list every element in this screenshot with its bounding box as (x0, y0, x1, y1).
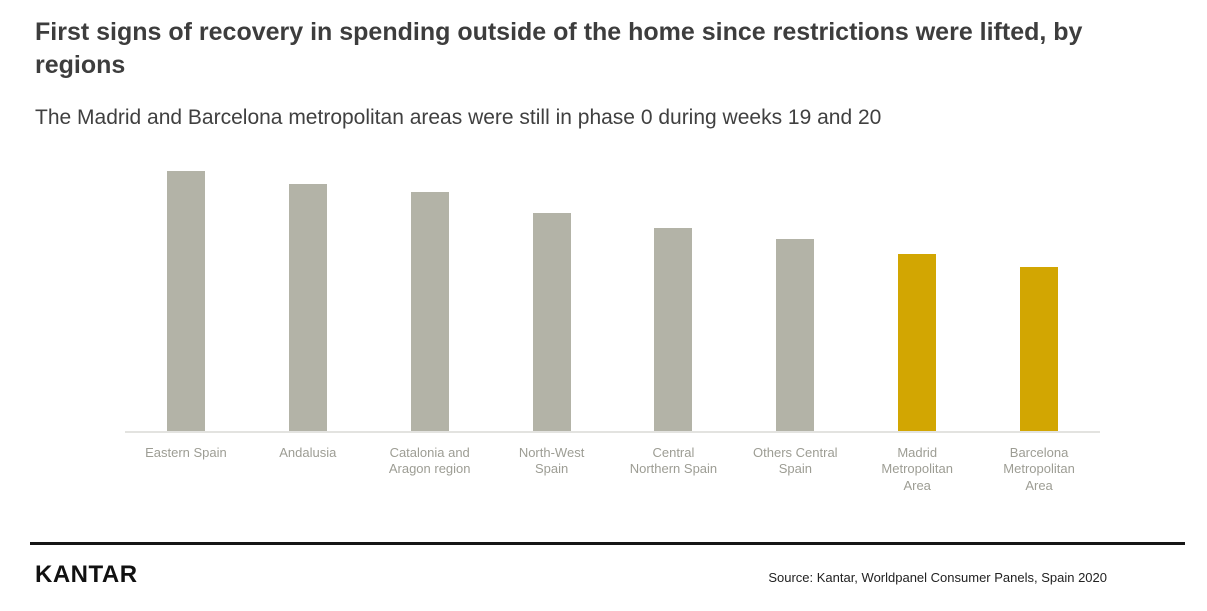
footer-divider (30, 542, 1185, 545)
bar-column (978, 168, 1100, 431)
category-label: Eastern Spain (125, 433, 247, 494)
bar-column (125, 168, 247, 431)
bar-barcelona-metropolitan-area (1020, 267, 1059, 431)
bar-column (856, 168, 978, 431)
footer: KANTAR Source: Kantar, Worldpanel Consum… (35, 561, 1107, 589)
category-label: Madrid Metropolitan Area (856, 433, 978, 494)
category-label-text: Catalonia and Aragon region (388, 445, 471, 477)
bar-column (491, 168, 613, 431)
bar-madrid-metropolitan-area (898, 254, 937, 431)
bar-column (613, 168, 735, 431)
category-label-text: Madrid Metropolitan Area (881, 445, 953, 493)
bar-catalonia-and-aragon-region (410, 191, 449, 431)
page-title: First signs of recovery in spending outs… (35, 18, 1083, 79)
category-label: Barcelona Metropolitan Area (978, 433, 1100, 494)
category-label: Others Central Spain (734, 433, 856, 494)
source-text: Source: Kantar, Worldpanel Consumer Pane… (768, 570, 1107, 585)
bar-north-west-spain (532, 212, 571, 431)
category-label: North-West Spain (491, 433, 613, 494)
category-label-text: Eastern Spain (145, 445, 227, 460)
category-label-text: Andalusia (279, 445, 337, 460)
bar-others-central-spain (776, 238, 815, 431)
category-label: Andalusia (247, 433, 369, 494)
category-label: Catalonia and Aragon region (369, 433, 491, 494)
plot-area (125, 168, 1100, 433)
slide: First signs of recovery in spending outs… (0, 16, 1207, 611)
bar-central-northern-spain (654, 228, 693, 431)
bar-column (247, 168, 369, 431)
category-label: Central Northern Spain (613, 433, 735, 494)
category-label-text: Central Northern Spain (629, 445, 718, 477)
bar-chart: Eastern Spain Andalusia Catalonia and Arag… (125, 168, 1100, 494)
category-label-text: North-West Spain (518, 445, 585, 477)
bar-column (369, 168, 491, 431)
kantar-logo: KANTAR (35, 561, 138, 588)
category-label-text: Barcelona Metropolitan Area (1003, 445, 1075, 493)
bar-eastern-spain (166, 171, 205, 431)
category-label-text: Others Central Spain (753, 445, 838, 477)
bar-andalusia (288, 184, 327, 431)
bar-column (734, 168, 856, 431)
category-labels: Eastern Spain Andalusia Catalonia and Arag… (125, 433, 1100, 494)
page-subtitle: The Madrid and Barcelona metropolitan ar… (35, 106, 882, 129)
